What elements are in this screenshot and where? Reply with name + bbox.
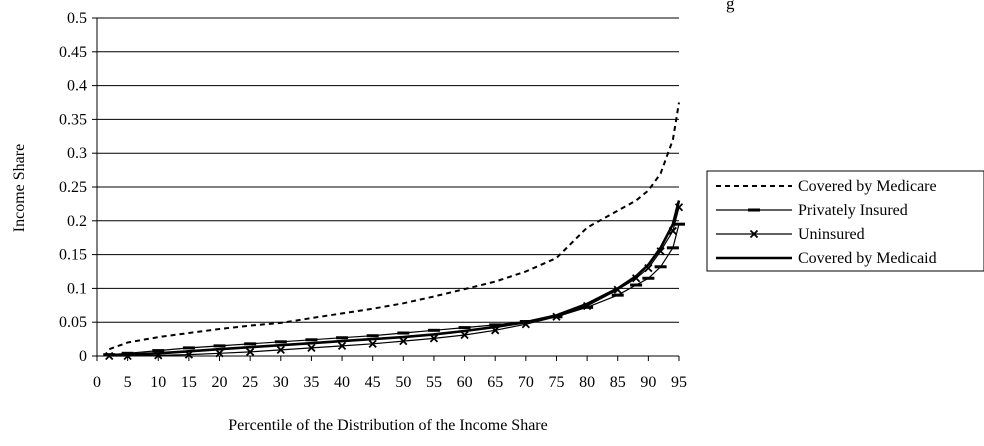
legend-entry-covered-by-medicare: Covered by Medicare [716,178,937,195]
legend-marker [749,229,759,239]
legend-label: Covered by Medicaid [798,250,937,267]
y-tick-label: 0.3 [67,145,87,162]
series-covered-by-medicare [108,102,680,351]
x-marker-stroke [644,263,653,273]
x-tick-label: 25 [242,374,258,391]
x-marker-stroke [668,226,678,236]
x-tick-label: 65 [487,374,503,391]
legend-entry-uninsured: Uninsured [716,226,865,243]
series-line-covered-by-medicare [108,102,680,351]
x-tick-label: 95 [671,374,687,391]
x-tick-label: 80 [579,374,595,391]
y-tick-label: 0.15 [59,247,87,264]
y-tick-label: 0.5 [67,10,87,27]
x-marker-stroke [246,347,255,357]
data-point-uninsured [215,349,224,358]
y-tick-label: 0.2 [67,213,87,230]
x-marker-stroke [368,339,377,348]
x-marker-stroke [749,229,759,239]
y-tick-label: 0.05 [59,314,87,331]
x-marker-stroke [656,247,665,256]
x-marker-stroke [337,341,347,350]
x-tick-label: 15 [181,374,197,391]
x-marker-stroke [631,274,641,283]
axes [92,17,680,361]
x-marker-stroke [105,351,114,361]
data-point-uninsured [307,343,316,353]
data-point-uninsured [429,334,439,343]
x-tick-label: 90 [640,374,656,391]
x-marker-stroke [276,345,285,355]
legend: Covered by Medicare Privately Insured Unin… [706,170,984,272]
series-privately-insured [103,222,685,357]
data-point-uninsured [399,336,408,346]
x-marker-stroke [399,336,408,346]
data-point-uninsured [246,347,255,357]
x-tick-label: 35 [303,374,319,391]
y-tick-label: 0.1 [67,280,87,297]
legend-label: Uninsured [798,226,865,243]
x-tick-label: 45 [365,374,381,391]
legend-entry-covered-by-medicaid: Covered by Medicaid [716,250,937,267]
x-tick-label: 5 [124,374,132,391]
x-tick-label: 55 [426,374,442,391]
legend-frame [706,170,984,272]
legend-label: Privately Insured [798,202,908,219]
legend-label: Covered by Medicare [798,178,937,195]
x-tick-label: 30 [273,374,289,391]
x-marker-stroke [460,330,469,340]
y-axis-label: Income Share [11,144,28,232]
series-line-privately-insured [109,224,680,356]
data-point-uninsured [368,339,377,348]
x-tick-label: 40 [334,374,350,391]
series-line-covered-by-medicaid [109,200,681,357]
x-tick-label: 10 [150,374,166,391]
legend-entry-privately-insured: Privately Insured [716,202,908,219]
x-tick-label: 70 [518,374,534,391]
chart-title: g [726,0,735,13]
x-tick-label: 50 [395,374,411,391]
data-point-uninsured [631,274,641,283]
series-lines [103,102,685,361]
series-uninsured [105,203,684,361]
data-point-uninsured [276,345,285,355]
x-axis-label: Percentile of the Distribution of the In… [228,417,547,434]
x-marker-stroke [429,334,439,343]
x-marker-stroke [215,349,224,358]
x-tick-label: 0 [93,374,101,391]
y-tick-label: 0 [79,348,87,365]
x-tick-label: 85 [610,374,626,391]
data-point-uninsured [460,330,469,340]
y-tick-label: 0.45 [59,44,87,61]
data-point-uninsured [337,341,347,350]
y-tick-label: 0.4 [67,78,87,95]
tick-labels: 0 0.05 0.1 0.15 0.2 0.25 0.3 0.35 0.4 0.45 0.5 0 5 10… [59,10,687,391]
x-marker-stroke [307,343,316,353]
x-tick-label: 60 [457,374,473,391]
x-tick-label: 20 [212,374,228,391]
x-marker-stroke [491,326,500,335]
series-covered-by-medicaid [109,200,681,357]
y-tick-label: 0.35 [59,111,87,128]
data-point-uninsured [105,351,114,361]
x-tick-label: 75 [548,374,564,391]
gridlines [97,17,679,323]
y-tick-label: 0.25 [59,179,87,196]
